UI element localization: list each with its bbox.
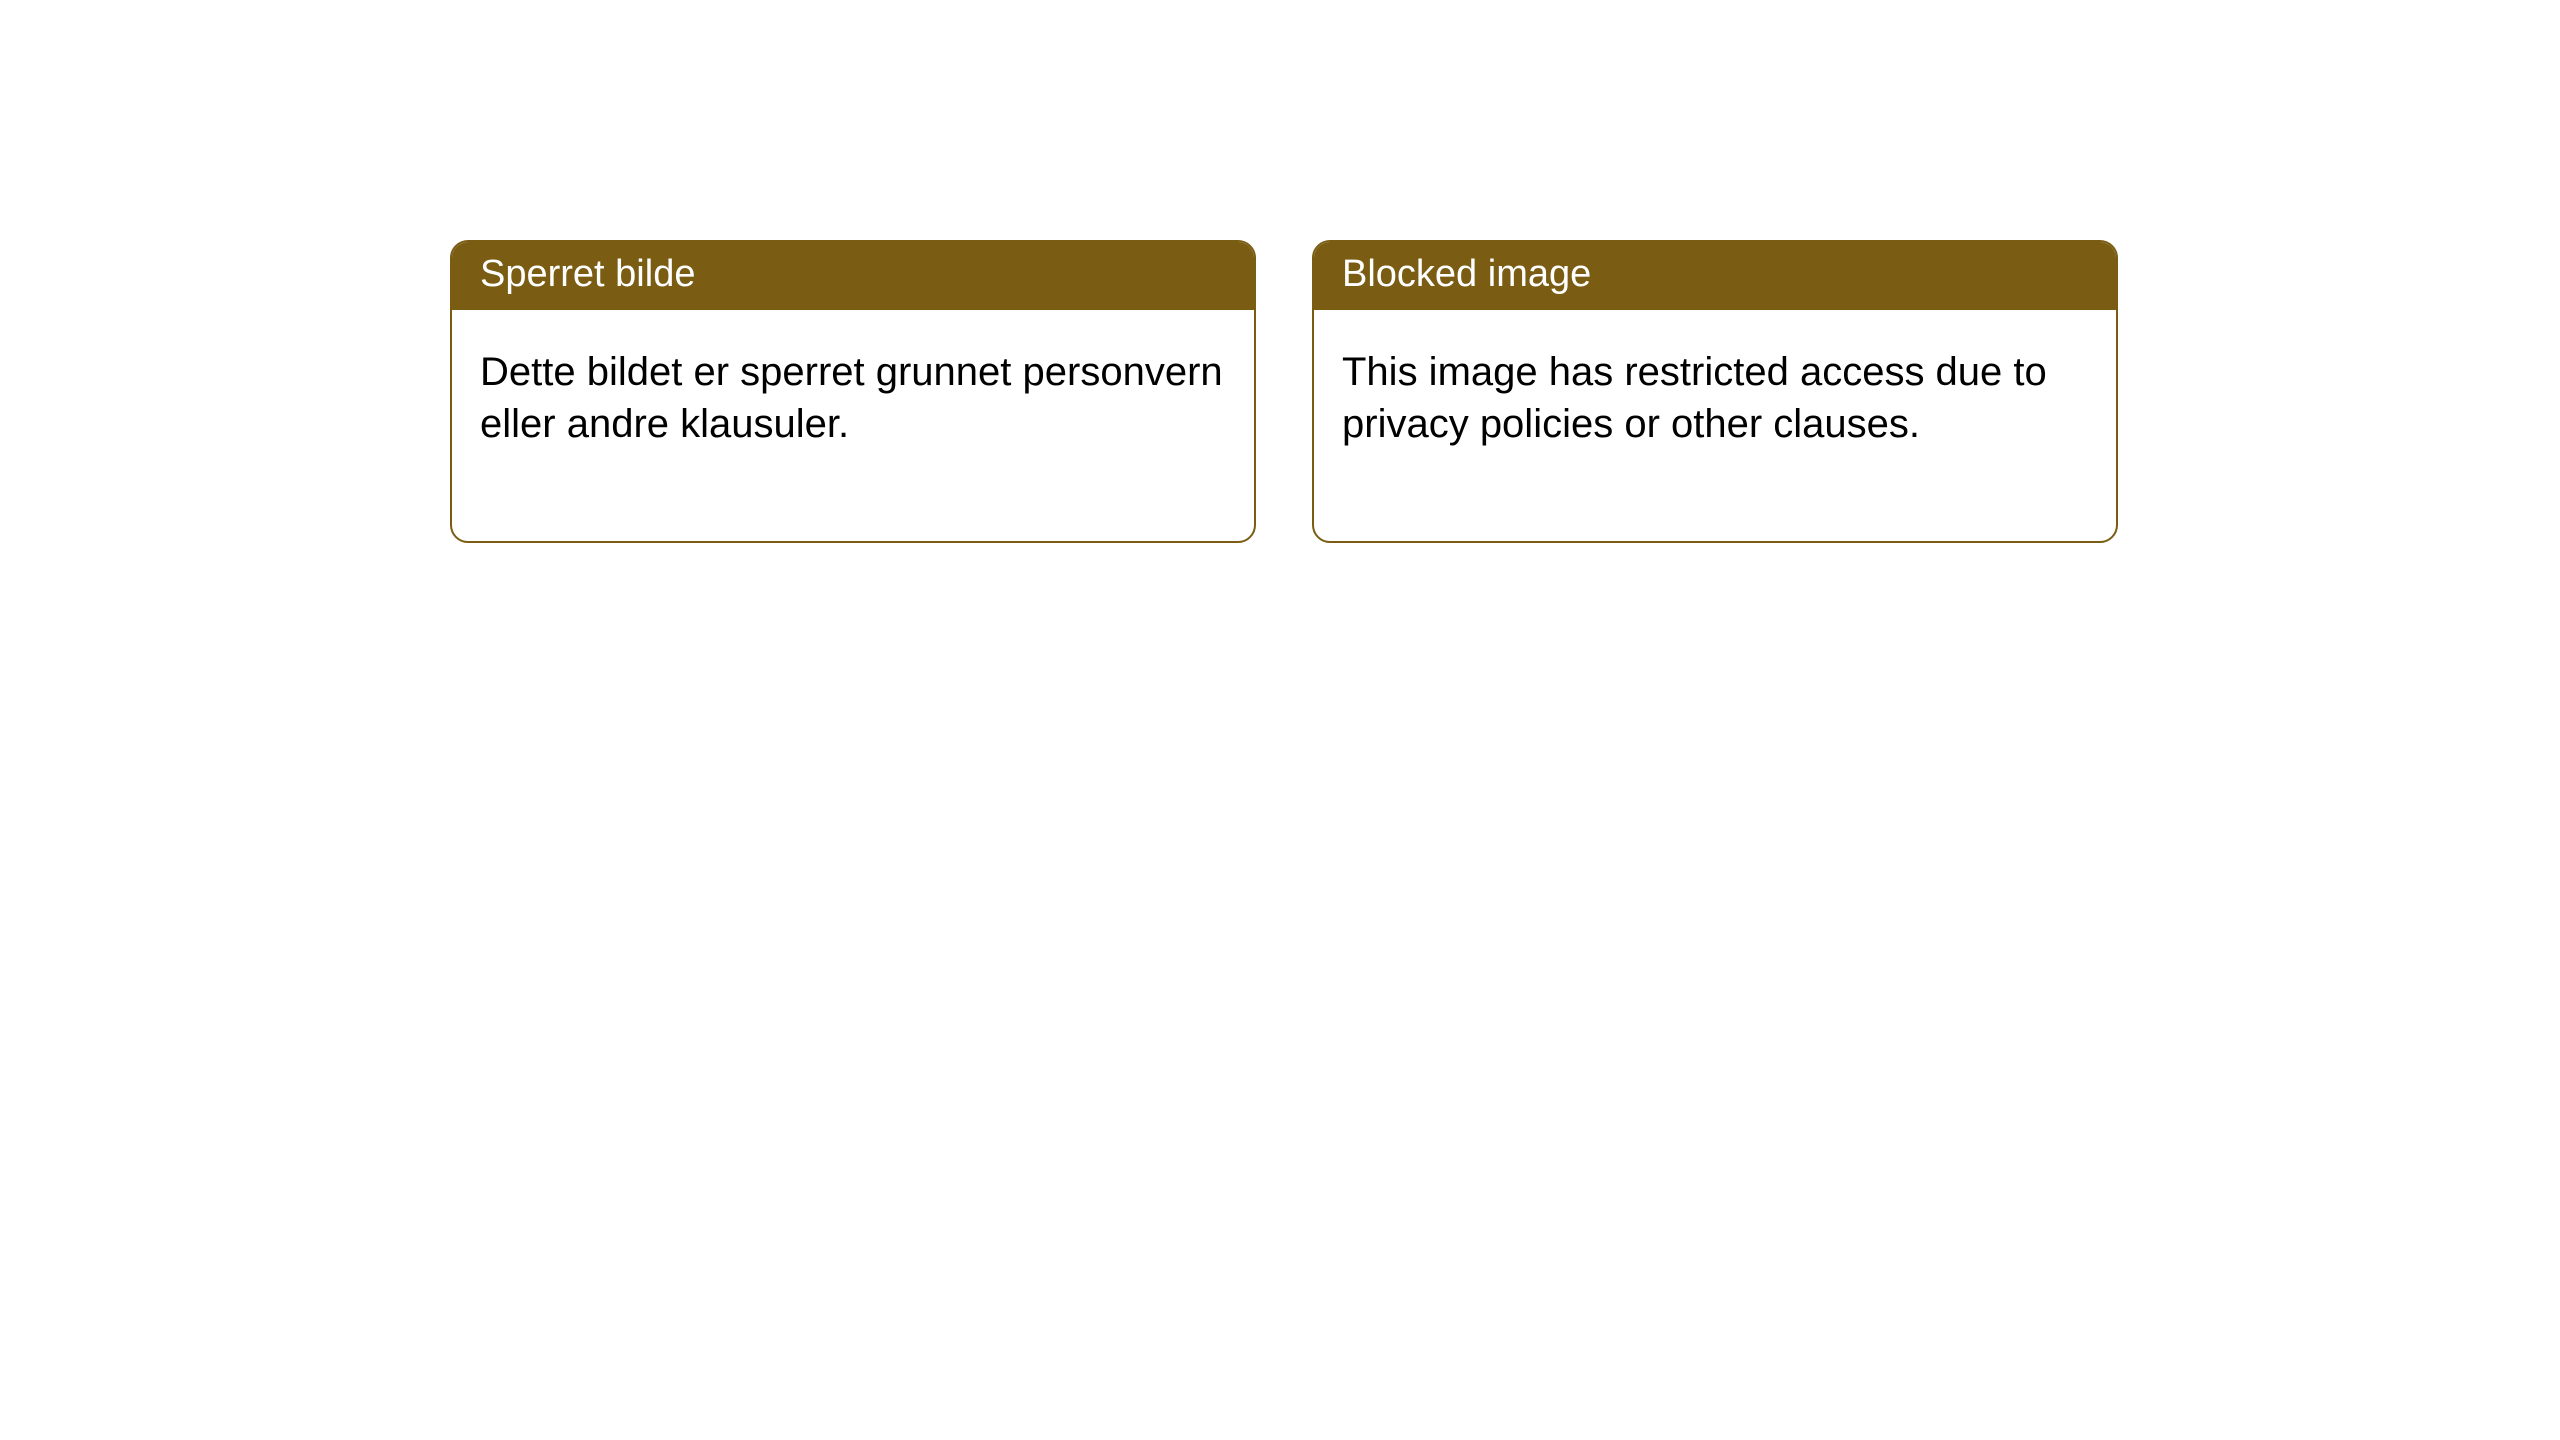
notice-body: Dette bildet er sperret grunnet personve… <box>452 310 1254 542</box>
notice-body: This image has restricted access due to … <box>1314 310 2116 542</box>
notice-box-norwegian: Sperret bilde Dette bildet er sperret gr… <box>450 240 1256 543</box>
notice-header: Sperret bilde <box>452 242 1254 310</box>
notice-header: Blocked image <box>1314 242 2116 310</box>
notice-box-english: Blocked image This image has restricted … <box>1312 240 2118 543</box>
notice-container: Sperret bilde Dette bildet er sperret gr… <box>0 0 2560 543</box>
